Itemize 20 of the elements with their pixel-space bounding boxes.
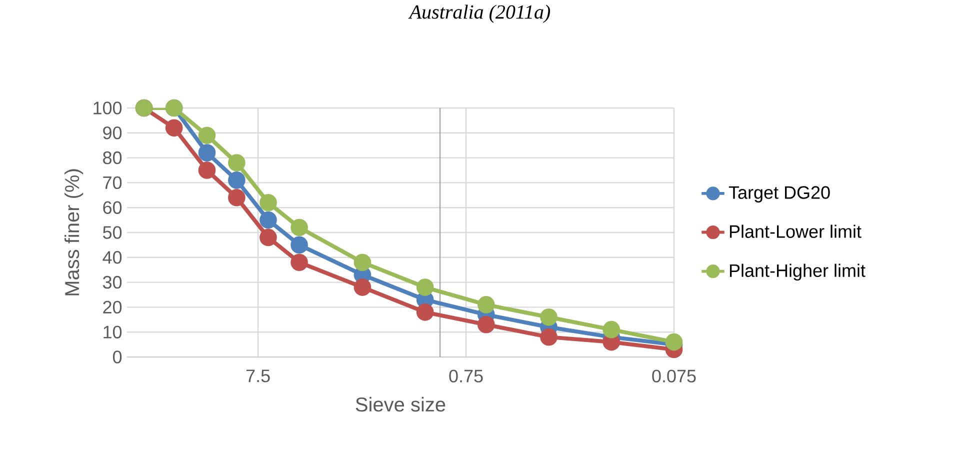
y-tick-label: 60 bbox=[103, 201, 122, 214]
y-axis-title: Mass finer (%) bbox=[64, 169, 84, 296]
x-axis-title: Sieve size bbox=[356, 396, 446, 412]
y-tick-label: 20 bbox=[103, 300, 122, 314]
y-tick-label: 50 bbox=[102, 226, 122, 239]
legend-label: Plant-Higher limit bbox=[730, 264, 866, 281]
y-tick-label: 0 bbox=[113, 350, 122, 364]
y-tick-label: 30 bbox=[102, 276, 122, 289]
chart-title: Australia (2011a) bbox=[408, 4, 550, 23]
y-tick-label: 90 bbox=[103, 126, 122, 140]
x-tick-label: 7.5 bbox=[246, 370, 270, 382]
legend-label: Target DG20 bbox=[728, 186, 830, 202]
y-tick-label: 10 bbox=[104, 326, 122, 338]
y-tick-label: 80 bbox=[103, 151, 122, 164]
y-tick-label: 100 bbox=[94, 102, 122, 114]
y-tick-label: 70 bbox=[103, 176, 122, 190]
y-tick-label: 40 bbox=[102, 251, 122, 264]
legend-label: Plant-Lower limit bbox=[730, 224, 862, 238]
x-tick-label: 0.075 bbox=[652, 370, 696, 382]
x-tick-label: 0.75 bbox=[449, 370, 483, 382]
